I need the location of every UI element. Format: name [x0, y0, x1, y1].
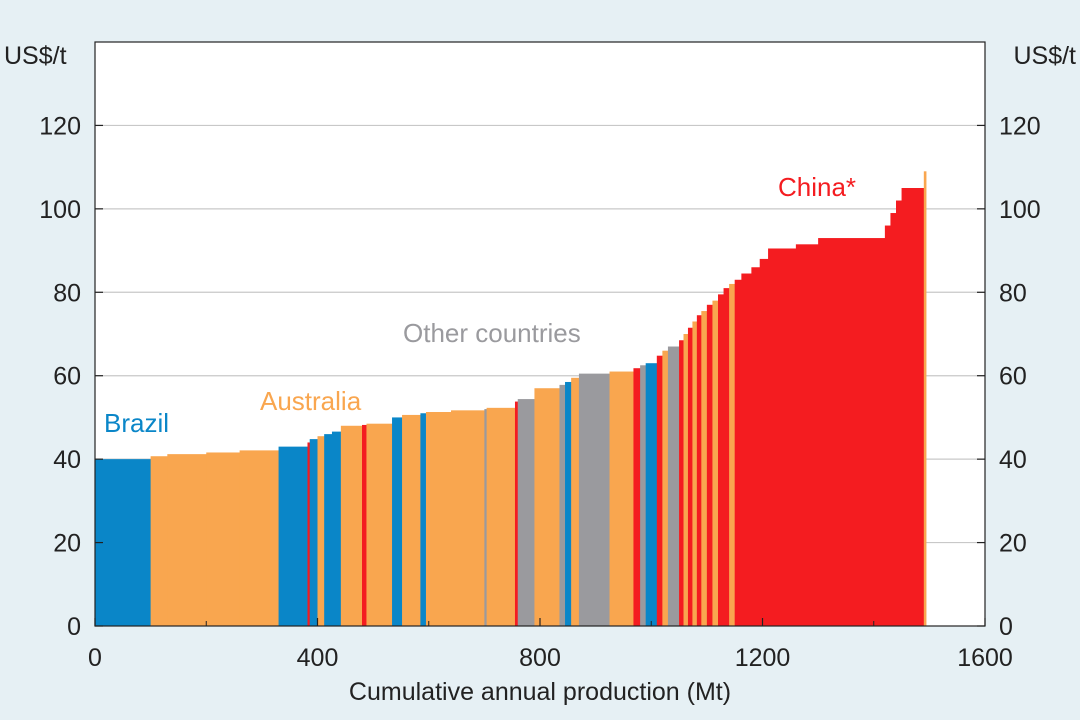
y-tick-label-left: 120: [39, 112, 81, 140]
annotation-other-countries: Other countries: [403, 318, 581, 348]
bar-other-countries: [517, 399, 535, 626]
bar-brazil: [309, 439, 318, 626]
bar-brazil: [392, 417, 403, 626]
y-tick-label-right: 80: [999, 279, 1027, 307]
bar-australia: [534, 388, 560, 626]
y-tick-label-left: 60: [53, 363, 81, 391]
bar-australia: [167, 454, 207, 626]
bar-china: [514, 401, 519, 626]
bar-china: [901, 188, 925, 626]
x-tick-label: 400: [297, 644, 339, 672]
annotation-australia: Australia: [260, 386, 362, 416]
bar-australia: [692, 321, 698, 626]
y-tick-label-right: 120: [999, 112, 1041, 140]
bar-australia: [609, 371, 634, 626]
bar-china: [751, 267, 761, 626]
y-tick-label-right: 40: [999, 446, 1027, 474]
bar-other-countries: [578, 373, 610, 626]
bar-other-countries: [559, 384, 566, 626]
bar-australia: [571, 377, 580, 626]
bar-brazil: [331, 431, 342, 626]
x-tick-label: 0: [88, 644, 102, 672]
bar-china: [679, 340, 684, 626]
x-axis-label: Cumulative annual production (Mt): [349, 678, 731, 706]
bar-australia: [451, 410, 485, 626]
bar-china: [884, 225, 891, 627]
bar-brazil: [278, 446, 308, 626]
y-tick-label-right: 60: [999, 363, 1027, 391]
bar-australia: [317, 436, 325, 626]
bar-other-countries: [667, 346, 680, 626]
bar-china: [696, 315, 702, 626]
cost-curve-bars: [95, 171, 927, 627]
bar-australia: [662, 350, 669, 626]
bar-australia: [206, 452, 241, 626]
bar-australia: [340, 425, 363, 626]
bar-china: [890, 213, 897, 626]
bar-australia: [425, 412, 452, 626]
bar-china: [741, 273, 752, 626]
y-axis-unit-left: US$/t: [4, 42, 67, 70]
y-tick-label-right: 100: [999, 196, 1041, 224]
bar-australia: [923, 171, 927, 627]
bar-china: [656, 355, 663, 626]
y-tick-label-left: 100: [39, 196, 81, 224]
bar-china: [896, 200, 902, 626]
bar-china: [818, 238, 886, 627]
y-tick-label-left: 0: [67, 613, 81, 641]
bar-australia: [486, 407, 516, 626]
bar-brazil: [95, 459, 152, 626]
y-tick-label-left: 80: [53, 279, 81, 307]
bar-australia: [239, 450, 279, 626]
bar-china: [633, 368, 641, 626]
bar-australia: [366, 423, 393, 626]
bar-australia: [150, 456, 168, 626]
y-tick-label-right: 0: [999, 613, 1013, 641]
bar-australia: [683, 334, 689, 626]
bar-china: [734, 279, 742, 626]
bar-china: [706, 304, 713, 626]
y-tick-label-left: 20: [53, 530, 81, 558]
bar-china: [718, 294, 724, 626]
bar-other-countries: [640, 365, 647, 626]
bar-brazil: [324, 434, 333, 626]
bar-china: [362, 424, 367, 626]
annotation-brazil: Brazil: [104, 408, 169, 438]
bar-brazil: [565, 381, 572, 626]
bar-australia: [729, 283, 736, 626]
x-tick-label: 800: [519, 644, 561, 672]
bar-china: [795, 244, 819, 627]
annotation-china: China*: [778, 172, 856, 202]
bar-australia: [712, 300, 719, 626]
x-tick-label: 1600: [957, 644, 1013, 672]
bar-china: [687, 327, 693, 626]
bar-australia: [402, 414, 421, 626]
y-axis-unit-right: US$/t: [1013, 42, 1076, 70]
bar-china: [307, 442, 311, 626]
bar-china: [723, 288, 730, 626]
bar-brazil: [420, 413, 427, 626]
y-tick-label-right: 20: [999, 530, 1027, 558]
x-tick-label: 1200: [735, 644, 791, 672]
y-tick-label-left: 40: [53, 446, 81, 474]
bar-china: [759, 258, 769, 626]
bar-other-countries: [484, 409, 487, 626]
bar-brazil: [645, 363, 658, 626]
bar-china: [768, 248, 797, 626]
bar-australia: [701, 311, 708, 626]
